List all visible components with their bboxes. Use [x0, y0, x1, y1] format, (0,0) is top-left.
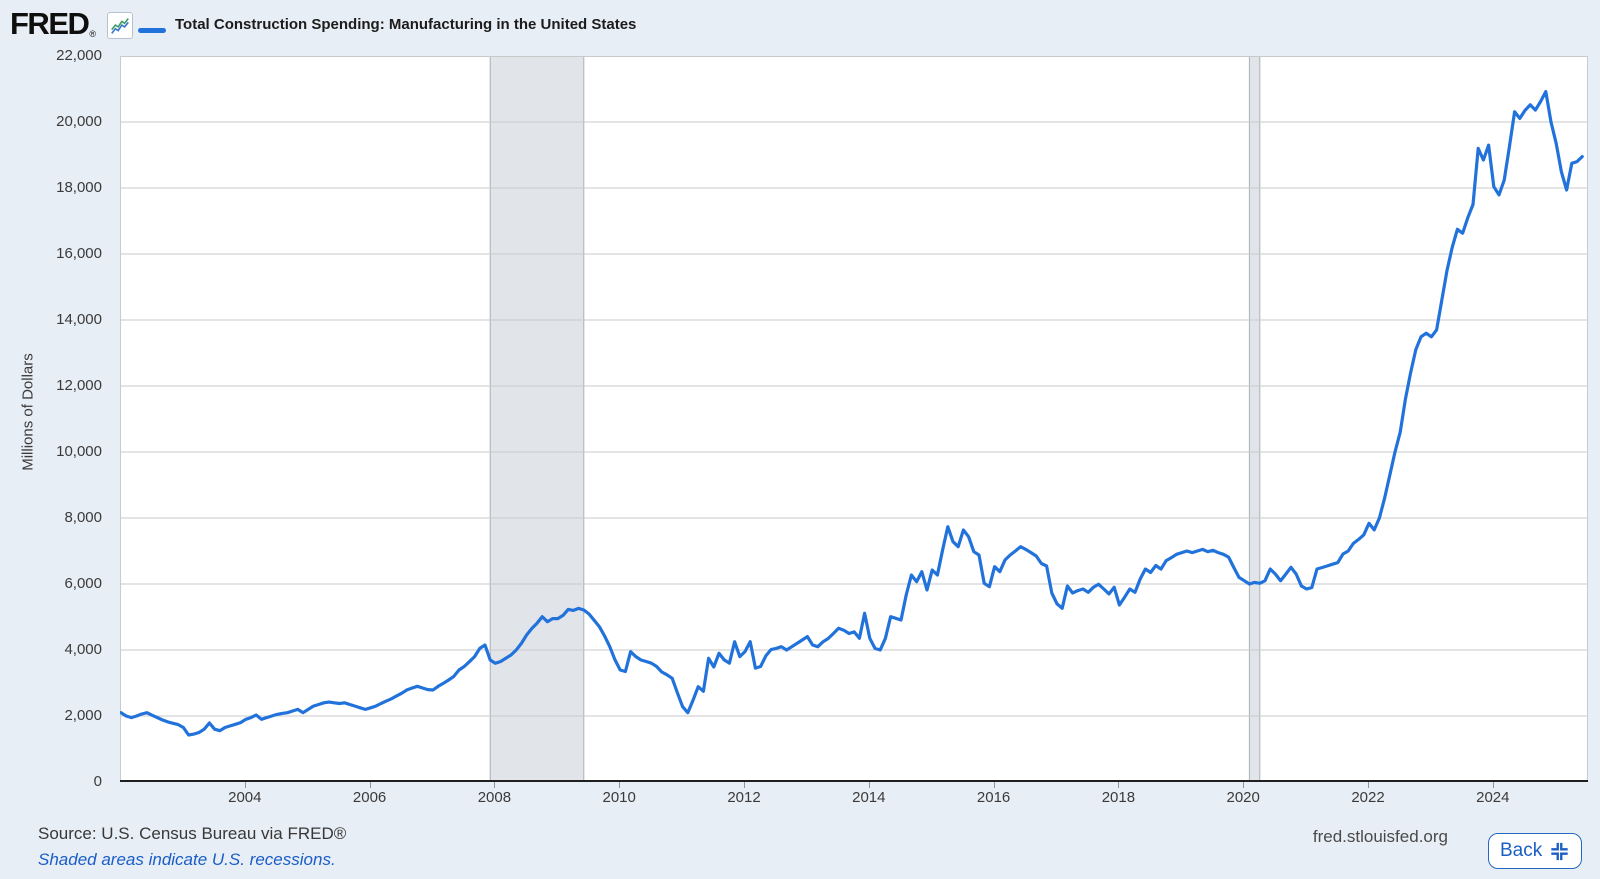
plot-area	[119, 56, 1588, 782]
x-axis-tick-mark	[369, 782, 371, 788]
x-axis-tick-label: 2014	[852, 789, 886, 806]
x-axis-tick-label: 2018	[1101, 789, 1136, 806]
fred-chart-icon-glyph	[111, 17, 129, 34]
y-axis-tick-label: 8,000	[64, 509, 102, 526]
recession-band	[490, 56, 584, 782]
x-axis-tick-mark	[1243, 782, 1245, 788]
fred-logo-text: FRED	[10, 6, 90, 41]
site-url: fred.stlouisfed.org	[1312, 827, 1448, 846]
x-axis-tick-mark	[993, 782, 995, 788]
x-axis-tick-mark	[1118, 782, 1120, 788]
y-axis-tick-label: 4,000	[64, 641, 102, 658]
x-axis-tick-mark	[1368, 782, 1369, 788]
y-axis-tick-label: 18,000	[56, 179, 102, 196]
y-axis-tick-label: 2,000	[64, 707, 102, 724]
y-axis-tick-label: 6,000	[64, 575, 102, 592]
recession-band	[1249, 56, 1260, 782]
x-axis-tick-label: 2008	[477, 789, 512, 806]
y-axis-tick-label: 20,000	[56, 113, 102, 130]
y-axis-tick-label: 0	[93, 773, 102, 790]
x-axis-tick-mark	[244, 782, 246, 788]
data-line-series	[119, 89, 1584, 737]
y-axis-tick-label: 16,000	[56, 245, 102, 262]
x-axis-tick-mark	[868, 782, 870, 788]
back-button-label: Back	[1500, 840, 1543, 861]
x-axis-tick-label: 2022	[1351, 789, 1385, 806]
exit-fullscreen-icon	[1551, 842, 1568, 860]
x-axis-tick-label: 2006	[352, 789, 387, 806]
legend-series-label: Total Construction Spending: Manufacturi…	[175, 16, 637, 33]
x-axis-tick-mark	[744, 782, 745, 788]
registered-mark: ®	[89, 29, 97, 39]
x-axis-tick-label: 2004	[228, 789, 262, 806]
x-axis-tick-label: 2020	[1226, 789, 1260, 806]
x-axis-tick-label: 2012	[727, 789, 761, 806]
legend-line-swatch	[138, 28, 166, 33]
back-button[interactable]: Back	[1488, 833, 1583, 869]
source-text: Source: U.S. Census Bureau via FRED®	[38, 824, 347, 843]
x-axis-tick-mark	[1492, 782, 1494, 788]
fred-chart-icon	[107, 12, 133, 39]
x-axis-tick-mark	[494, 782, 496, 788]
chart-canvas	[119, 56, 1588, 782]
x-axis-tick-label: 2024	[1476, 789, 1510, 806]
x-axis-tick-mark	[619, 782, 621, 788]
x-axis-tick-label: 2010	[602, 789, 636, 806]
fred-logo: FRED ®	[10, 6, 96, 42]
y-axis-tick-label: 10,000	[56, 443, 102, 460]
y-axis-tick-label: 22,000	[56, 47, 102, 64]
x-axis-tick-label: 2016	[976, 789, 1011, 806]
y-axis-tick-label: 14,000	[56, 311, 102, 328]
y-axis-tick-label: 12,000	[56, 377, 102, 394]
recessions-note-link[interactable]: Shaded areas indicate U.S. recessions.	[38, 850, 336, 869]
